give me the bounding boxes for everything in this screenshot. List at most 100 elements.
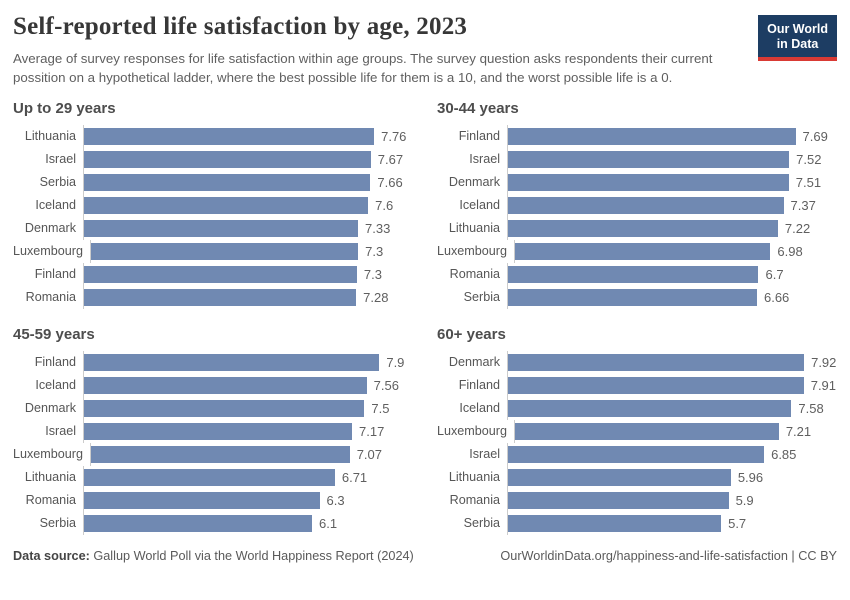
- country-label: Serbia: [463, 516, 500, 530]
- bar-track: 7.07: [90, 442, 413, 466]
- bar: [84, 173, 371, 191]
- bar-rows: Lithuania 7.76 Israel 7.67 Serbia 7.66 Iceland…: [13, 124, 413, 309]
- bar-track: 7.28: [83, 285, 413, 309]
- bar: [84, 288, 357, 306]
- country-label: Lithuania: [24, 470, 76, 484]
- value-label: 7.92: [811, 354, 837, 370]
- value-label: 7.28: [363, 289, 389, 305]
- bar: [84, 514, 313, 532]
- value-label: 7.66: [377, 174, 403, 190]
- bar-row: Lithuania 6.71: [13, 465, 413, 489]
- bar: [84, 219, 359, 237]
- country-label: Denmark: [448, 175, 500, 189]
- footer: Data source: Gallup World Poll via the W…: [13, 549, 837, 563]
- bar-row: Serbia 6.1: [13, 511, 413, 535]
- bar: [84, 150, 371, 168]
- panel-title: 45-59 years: [13, 325, 95, 343]
- bar: [508, 173, 789, 191]
- value-label: 7.56: [373, 377, 399, 393]
- panel-30-44: 30-44 years Finland 7.69 Israel 7.52 Denmark…: [437, 100, 837, 309]
- bar: [515, 242, 771, 260]
- bar-track: 6.1: [83, 511, 413, 535]
- bar: [508, 376, 804, 394]
- country-label: Luxembourg: [437, 244, 508, 258]
- data-source-text: Gallup World Poll via the World Happines…: [89, 548, 414, 563]
- bar: [84, 399, 365, 417]
- country-label: Lithuania: [24, 129, 76, 143]
- value-label: 7.17: [359, 423, 385, 439]
- bar-row: Serbia 6.66: [437, 285, 837, 309]
- bar-row: Iceland 7.58: [437, 396, 837, 420]
- owid-logo-line1: Our World: [767, 22, 828, 36]
- country-label: Iceland: [459, 198, 500, 212]
- bar-track: 7.91: [507, 373, 837, 397]
- bar-track: 6.3: [83, 488, 413, 512]
- value-label: 5.7: [728, 515, 747, 531]
- bar-row: Finland 7.9: [13, 350, 413, 374]
- country-label: Finland: [34, 267, 76, 281]
- panel-title: 30-44 years: [437, 99, 519, 117]
- value-label: 6.1: [319, 515, 338, 531]
- bar-row: Denmark 7.51: [437, 170, 837, 194]
- country-label: Romania: [449, 267, 500, 281]
- bar: [84, 127, 375, 145]
- bar-track: 7.67: [83, 147, 413, 171]
- value-label: 6.85: [771, 446, 797, 462]
- owid-logo: Our World in Data: [758, 15, 837, 61]
- bar-row: Denmark 7.92: [437, 350, 837, 374]
- country-label: Israel: [45, 424, 76, 438]
- bar-row: Israel 7.67: [13, 147, 413, 171]
- country-label: Denmark: [24, 221, 76, 235]
- bar-track: 7.33: [83, 216, 413, 240]
- bar-track: 6.98: [514, 239, 837, 263]
- owid-logo-line2: in Data: [776, 36, 819, 51]
- bar: [508, 491, 729, 509]
- bar: [508, 353, 805, 371]
- bar: [508, 399, 792, 417]
- country-label: Romania: [25, 493, 76, 507]
- bar-row: Serbia 7.66: [13, 170, 413, 194]
- value-label: 7.5: [371, 400, 390, 416]
- bar-track: 7.3: [90, 239, 413, 263]
- country-label: Serbia: [39, 516, 76, 530]
- country-label: Finland: [458, 378, 500, 392]
- bar-track: 7.66: [83, 170, 413, 194]
- bar-track: 7.21: [514, 419, 837, 443]
- bar-track: 5.9: [507, 488, 837, 512]
- bar-row: Iceland 7.37: [437, 193, 837, 217]
- bar: [508, 196, 784, 214]
- bar-track: 7.5: [83, 396, 413, 420]
- bar-track: 7.52: [507, 147, 837, 171]
- value-label: 7.69: [802, 128, 828, 144]
- country-label: Serbia: [463, 290, 500, 304]
- value-label: 7.37: [790, 197, 816, 213]
- country-label: Israel: [469, 152, 500, 166]
- bar: [84, 376, 367, 394]
- country-label: Denmark: [448, 355, 500, 369]
- bar-row: Luxembourg 7.07: [13, 442, 413, 466]
- bar: [84, 422, 353, 440]
- panel-up-to-29: Up to 29 years Lithuania 7.76 Israel 7.67 Se…: [13, 100, 413, 309]
- bar-track: 7.17: [83, 419, 413, 443]
- bar-row: Luxembourg 7.3: [13, 239, 413, 263]
- value-label: 6.7: [765, 266, 784, 282]
- bar-track: 7.9: [83, 350, 413, 374]
- value-label: 6.71: [341, 469, 368, 485]
- country-label: Iceland: [35, 198, 76, 212]
- value-label: 7.22: [784, 220, 811, 236]
- bar: [508, 468, 731, 486]
- value-label: 7.6: [375, 197, 394, 213]
- bar-row: Israel 7.17: [13, 419, 413, 443]
- bar-row: Romania 6.3: [13, 488, 413, 512]
- value-label: 6.98: [777, 243, 803, 259]
- country-label: Romania: [449, 493, 500, 507]
- value-label: 6.66: [763, 289, 790, 305]
- small-multiples-grid: Up to 29 years Lithuania 7.76 Israel 7.67 Se…: [13, 100, 837, 535]
- bar-row: Iceland 7.56: [13, 373, 413, 397]
- bar-rows: Finland 7.69 Israel 7.52 Denmark 7.51 Iceland 7…: [437, 124, 837, 309]
- data-source-label: Data source:: [13, 548, 90, 563]
- country-label: Denmark: [24, 401, 76, 415]
- bar-rows: Finland 7.9 Iceland 7.56 Denmark 7.5 Israel 7.1…: [13, 350, 413, 535]
- value-label: 7.9: [386, 354, 405, 370]
